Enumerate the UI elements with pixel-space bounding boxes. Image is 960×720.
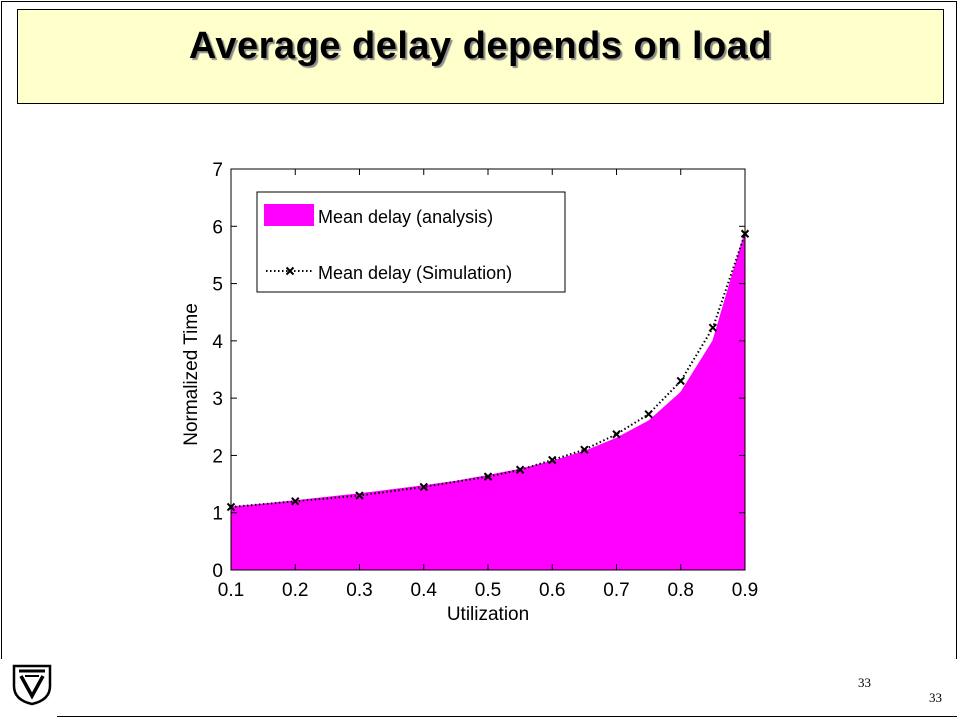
title-box: Average delay depends on load [17,9,944,104]
slide-frame [1,1,957,659]
y-tick-label: 4 [212,332,223,353]
x-tick-label: 0.6 [539,580,565,601]
simulation-point [612,430,621,439]
x-tick-label: 0.7 [603,580,629,601]
legend-swatch-analysis [264,204,314,226]
x-tick-label: 0.5 [475,580,501,601]
simulation-point [548,455,557,465]
x-axis-label: Utilization [447,604,529,625]
y-tick-label: 6 [212,217,223,238]
analysis-area [230,231,746,571]
y-axis-label: Normalized Time [181,303,202,446]
technion-logo-icon [12,664,52,706]
simulation-point [708,323,718,332]
simulation-point [580,445,589,454]
y-tick-label: 1 [212,504,223,525]
x-tick-label: 0.4 [411,580,438,601]
simulation-point [355,491,364,500]
y-tick-label: 5 [212,275,223,296]
legend: Mean delay (analysis) Mean delay (Simula… [256,191,566,293]
legend-label-simulation: Mean delay (Simulation) [318,263,512,283]
y-tick-label: 7 [212,160,223,181]
simulation-point [644,409,653,419]
simulation-point [291,497,300,506]
x-tick-label: 0.8 [668,580,694,601]
x-tick-label: 0.1 [218,580,244,601]
legend-marker-simulation [285,266,295,276]
x-tick-label: 0.3 [346,580,372,601]
simulation-point [515,465,525,474]
simulation-layer [226,229,750,512]
x-tick-label: 0.2 [282,580,308,601]
simulation-point [676,376,685,386]
tick-layer: 0.1 0.2 0.3 0.4 0.5 0.6 0.7 0.8 0.9 0 1 2 3 4 5 6 7 [212,160,758,601]
y-tick-label: 2 [212,446,223,467]
slide-title: Average delay depends on load [188,25,773,67]
y-tick-label: 3 [212,389,223,410]
y-tick-label: 0 [212,561,223,582]
legend-label-analysis: Mean delay (analysis) [318,207,493,227]
x-tick-label: 0.9 [732,580,758,601]
footer-line [57,716,957,717]
area-layer [230,231,746,571]
page-number: 33 [858,675,871,690]
simulation-point [483,472,493,481]
simulation-point [419,482,428,492]
page-number-footer: 33 [929,690,942,705]
